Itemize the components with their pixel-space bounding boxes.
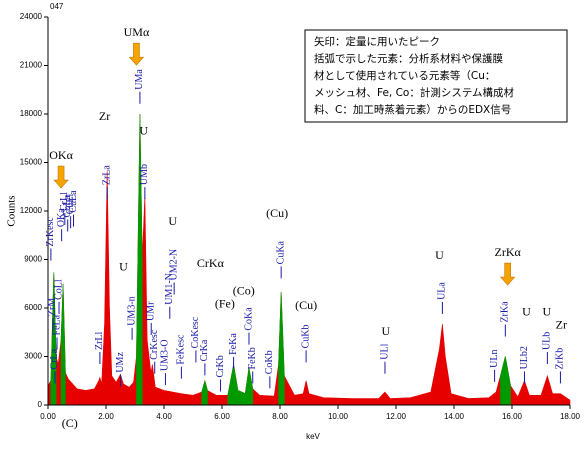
y-axis-label: Counts: [6, 195, 18, 226]
arrow: [128, 42, 145, 66]
annotation: U: [168, 214, 177, 228]
note-line: 矢印：定量に用いたピーク: [314, 35, 440, 48]
note-line: 括弧で示した元素：分析系材料や保護膜: [314, 52, 503, 65]
y-tick-label: 3000: [24, 352, 42, 361]
annotation: U: [119, 259, 128, 273]
peak-label: CoLl: [53, 279, 64, 300]
x-tick-label: 2.00: [98, 412, 114, 421]
annotation: (Cu): [266, 206, 288, 220]
note-box: [304, 29, 568, 123]
x-tick-label: 12.00: [386, 412, 407, 421]
spectrum-area: [47, 113, 571, 406]
peak-label: ZrKa: [500, 301, 511, 323]
y-tick-label: 0: [38, 400, 43, 409]
x-tick-label: 18.00: [560, 412, 581, 421]
peak-label: ZrM: [47, 298, 58, 316]
annotation: Zr: [99, 109, 110, 123]
peak-label: CoKa: [243, 307, 254, 331]
peak-label: UMb: [139, 164, 150, 185]
note-line: 材として使用されている元素等（Cu：: [314, 69, 495, 82]
peak-label: CuKa: [275, 240, 286, 264]
annotation: U: [522, 305, 531, 319]
peak-label: UMr: [146, 301, 157, 321]
annotation: (Fe): [215, 297, 235, 311]
peak-label: ULl: [379, 343, 390, 359]
peak-label: CoLa: [62, 195, 73, 218]
peak-label: FeKesc: [176, 334, 187, 365]
peak-label: FeKb: [247, 347, 258, 369]
y-tick-label: 9000: [24, 255, 42, 264]
peak-label: CrKa: [199, 339, 210, 361]
x-tick-label: 14.00: [444, 412, 465, 421]
annotation: U: [542, 305, 551, 319]
note-line: メッシュ材、Fe, Co：計測システム構成材: [314, 86, 515, 99]
peak-label: ZrLl: [94, 331, 105, 350]
annotation: (Co): [233, 284, 255, 298]
x-tick-label: 0.00: [40, 412, 56, 421]
peak-label: CoKesc: [190, 316, 201, 348]
arrow: [53, 165, 69, 189]
x-axis-label: keV: [306, 432, 320, 441]
peak-label: ULb: [542, 332, 553, 350]
x-tick-label: 6.00: [214, 412, 230, 421]
annotation: UMα: [124, 25, 150, 39]
peak-label: OKa: [56, 208, 67, 227]
peak-label: ZrKb: [555, 348, 566, 370]
peak-label: FeLa: [51, 314, 62, 335]
note-line: 料、C：加工時蒸着元素）からのEDX信号: [314, 103, 511, 116]
peak-label: CuLl: [65, 193, 76, 214]
annotation: (Cu): [295, 298, 317, 312]
peak-label: UM1-N: [164, 273, 175, 305]
peak-label: UM3-O: [160, 339, 171, 371]
annotation: U: [435, 248, 444, 262]
peak-label: FeKa: [228, 333, 239, 355]
peak-label: UM2-N: [168, 249, 179, 281]
y-tick-label: 18000: [20, 109, 43, 118]
peak-label: ULb2: [519, 346, 530, 369]
annotation: Zr: [556, 318, 567, 332]
y-tick-label: 15000: [20, 158, 43, 167]
peak-label: CrLa: [49, 348, 60, 369]
peak-label: ZrLa: [101, 165, 112, 186]
annotation: ZrKα: [495, 245, 522, 259]
annotation: (C): [62, 416, 78, 430]
annotation: CrKα: [197, 256, 225, 270]
peak-label: CuLa: [68, 190, 79, 213]
annotation: OKα: [49, 148, 73, 162]
y-tick-label: 21000: [20, 61, 43, 70]
peak-label: CuKb: [300, 325, 311, 349]
peak-label: CrLl: [59, 192, 70, 211]
annotation: U: [139, 124, 148, 138]
x-tick-label: 16.00: [502, 412, 523, 421]
corner-text: 047: [50, 2, 64, 11]
peak-label: ULn: [489, 349, 500, 367]
peak-label: ULa: [437, 282, 448, 300]
peak-label: UM3-n: [126, 296, 137, 325]
peak-label: UMa: [134, 69, 145, 90]
spectrum-area: [50, 113, 511, 406]
y-tick-label: 12000: [20, 206, 43, 215]
peak-label: CrKesc: [149, 329, 160, 360]
arrow: [499, 262, 516, 286]
peak-label: UMz: [115, 352, 126, 373]
peak-label: ZrKesc: [45, 217, 56, 247]
y-tick-label: 24000: [20, 12, 43, 21]
peak-label: CoKb: [264, 350, 275, 374]
peak-label: CrKb: [215, 355, 226, 377]
x-tick-label: 8.00: [272, 412, 288, 421]
y-tick-label: 6000: [24, 303, 42, 312]
annotation: U: [382, 324, 391, 338]
x-tick-label: 10.00: [328, 412, 349, 421]
x-tick-label: 4.00: [156, 412, 172, 421]
